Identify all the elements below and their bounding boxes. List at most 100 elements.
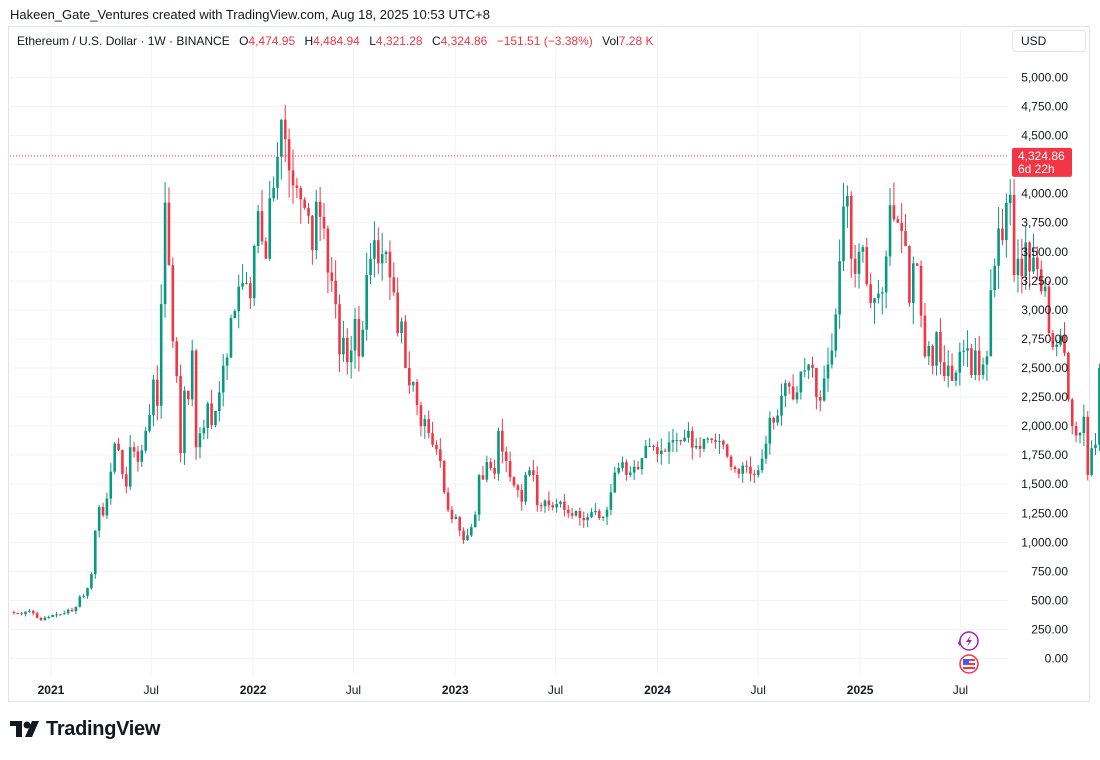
candle-body [272,187,275,199]
candle-body [609,492,613,510]
candle-body [1016,258,1020,276]
candle-body [1094,444,1097,449]
candle [16,612,20,615]
us-flag-icon[interactable] [959,654,979,674]
candle [861,244,865,263]
candle-body [869,284,872,303]
candle [1020,238,1024,294]
candle-body [570,513,574,516]
candle [753,469,756,484]
lightning-icon[interactable] [958,631,979,651]
candle-body [303,199,306,208]
candle-body [660,450,663,455]
candle-body [566,509,570,514]
candle [93,530,97,579]
candle-body [171,265,175,342]
candle [152,375,155,427]
candle-body [121,450,124,475]
candle [954,370,958,387]
candle-body [140,450,144,462]
symbol-title[interactable]: Ethereum / U.S. Dollar · 1W · BINANCE [17,34,230,48]
candle-body [280,119,283,157]
candle-body [260,211,264,242]
candle-body [908,245,911,303]
candle-body [935,331,938,366]
candle [1094,433,1097,455]
candle-body [47,616,51,618]
candle [846,185,849,228]
candle [563,493,566,517]
candle-body [256,211,260,246]
candle-body [408,368,411,386]
y-tick-label: 0.00 [1045,652,1069,666]
candle-body [435,444,438,450]
candle-body [741,465,745,474]
candle [136,445,140,472]
candle-body [1008,194,1012,203]
candle-body [489,462,493,468]
candle [473,511,477,528]
candle-body [842,206,845,262]
candle [314,189,318,260]
candle [849,191,853,278]
tradingview-logo[interactable]: TradingView [10,718,160,741]
candle-body [1074,426,1078,436]
candle-body [667,442,671,452]
candle-body [218,392,221,412]
candle-body [442,460,446,493]
candle [904,214,907,247]
candle [970,343,973,378]
candle-body [167,202,171,266]
candle [415,378,419,416]
candle [733,465,737,473]
candle [125,466,128,494]
candle [675,432,679,453]
candle [163,182,167,318]
candle [249,276,252,309]
candle [454,513,458,520]
candle [51,614,54,618]
candle-body [547,500,551,506]
last-price-value: 4,324.86 [1018,149,1065,163]
low-label: L [369,34,376,48]
candle-body [179,376,182,454]
candle [613,466,617,493]
candle-body [55,614,58,616]
candle-body [884,256,888,293]
candle-body [601,516,605,518]
candle [117,437,120,452]
candle-body [388,251,392,278]
candle [640,458,644,475]
candle-body [159,304,163,406]
candle-body [136,451,140,462]
candle-body [233,311,237,319]
candle-body [326,228,330,273]
candle-body [481,475,485,480]
candle-body [423,419,427,427]
candle [923,303,927,359]
candle-body [617,467,620,473]
candle [1059,328,1062,347]
candle [652,444,655,451]
candle [943,345,946,382]
candle [439,438,442,468]
candle-body [311,215,314,251]
y-tick-label: 250.00 [1031,623,1068,637]
candle-body [966,348,969,351]
candle [714,433,717,449]
candle-body [1036,257,1039,270]
candle-body [396,292,399,334]
candle [974,338,977,381]
change-value: −151.51 (−3.38%) [496,34,593,48]
candle [369,243,372,285]
candle-body [791,386,795,400]
candle [101,502,105,518]
currency-selector[interactable]: USD [1012,30,1086,52]
candle-body [772,417,776,423]
candle-body [880,292,884,294]
y-tick-label: 3,500.00 [1021,245,1068,259]
y-tick-label: 1,500.00 [1021,477,1068,491]
x-tick-label: 2023 [442,683,469,697]
candle-body [117,443,120,451]
